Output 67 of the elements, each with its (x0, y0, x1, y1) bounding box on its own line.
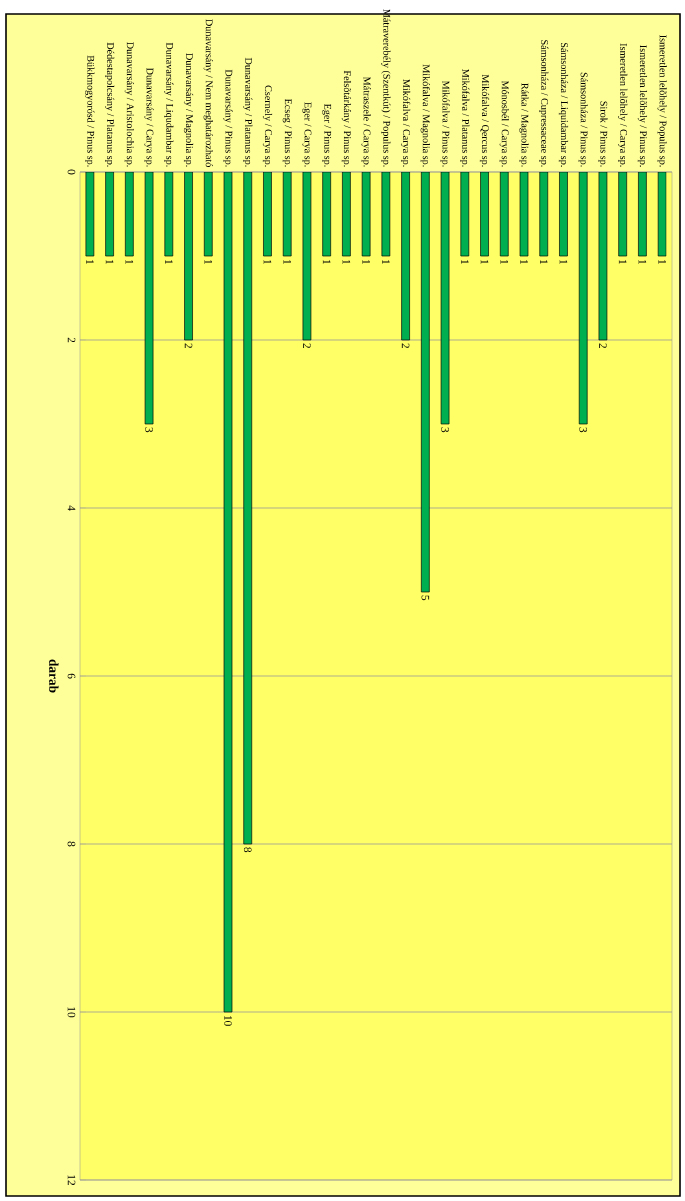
y-tick-label: 2 (67, 337, 76, 343)
data-label: 1 (165, 259, 173, 264)
x-tick-label: Bükkmogyorósd / Pinus sp. (85, 55, 95, 167)
data-label: 1 (283, 259, 291, 264)
data-label: 1 (382, 259, 390, 264)
data-label: 1 (540, 259, 548, 264)
data-label: 1 (500, 259, 509, 264)
x-tick-label: Ecseg / Pinus sp. (282, 98, 292, 167)
y-tick-label: 6 (67, 673, 76, 679)
x-tick-label: Ismeretlen lelõhely / Populus sp. (657, 35, 667, 167)
data-label: 3 (579, 427, 588, 433)
data-label: 2 (401, 343, 410, 348)
data-label: 1 (86, 259, 94, 264)
x-tick-label: Rátka / Magnolia sp. (519, 83, 529, 167)
data-label: 1 (559, 259, 568, 264)
x-tick-label: Mikófalva / Qercus sp. (479, 74, 490, 167)
y-tick-label: 12 (67, 1175, 76, 1186)
x-tick-label: Sámsonháza / Pinus sp. (578, 72, 588, 167)
data-label: 1 (461, 259, 469, 264)
x-tick-label: Mátraszele / Carya sp. (361, 76, 371, 167)
x-tick-label: Eger / Carya sp. (302, 102, 312, 167)
x-tick-label: Ismeretlen lelõhely / Pinus sp. (637, 45, 648, 167)
data-label: 3 (145, 427, 153, 433)
x-tick-label: Sirok / Pinus sp. (598, 101, 608, 167)
data-label: 1 (362, 259, 370, 264)
x-tick-label: Felsõtárkány / Pinus sp. (341, 70, 352, 167)
data-label: 2 (303, 343, 311, 348)
y-tick-label: 8 (67, 841, 76, 847)
y-axis-title: darab (49, 659, 59, 693)
data-label: 1 (480, 259, 489, 264)
x-tick-label: Mikófalva / Platanus sp. (460, 69, 470, 167)
x-tick-label: Sámsonháza / Liquidambar sp. (558, 43, 569, 167)
data-label: 5 (421, 595, 430, 601)
data-label: 1 (204, 259, 213, 264)
data-label: 8 (243, 847, 252, 853)
y-tick-label: 10 (67, 1007, 76, 1018)
x-tick-label: Eger / Pinus sp. (322, 103, 332, 167)
data-label: 1 (322, 259, 331, 264)
data-label: 1 (638, 259, 647, 264)
data-label: 1 (263, 259, 272, 264)
data-label: 1 (125, 259, 134, 264)
y-tick-label: 4 (67, 505, 76, 511)
x-tick-label: Dunavarsány / Pinus sp. (223, 69, 233, 167)
x-tick-label: Dunavarsány / Magnolia sp. (183, 53, 194, 167)
x-tick-label: Mónosbél / Carya sp. (499, 80, 509, 167)
data-label: 1 (342, 259, 351, 264)
data-label: 1 (658, 259, 666, 264)
y-tick-label: 0 (67, 169, 76, 175)
x-tick-label: Ismeretlen lelõhely / Carya sp. (618, 43, 628, 167)
x-tick-label: Mikófalva / Pinus sp. (440, 80, 450, 167)
data-label: 1 (105, 259, 114, 264)
x-tick-label: Sámsonháza / Cupressaceae sp. (539, 40, 549, 167)
x-tick-label: Mikófalva / Magnolia sp. (420, 64, 430, 167)
x-tick-label: Csernely / Carya sp. (262, 85, 273, 167)
data-label: 2 (599, 343, 607, 348)
data-label: 1 (520, 259, 528, 264)
x-tick-label: Mikófalva / Carya sp. (400, 79, 411, 167)
x-tick-label: Dunavarsány / Nem meghatározható (203, 19, 213, 167)
data-label: 10 (224, 1015, 232, 1026)
x-tick-label: Dédestapolcsány / Platanus sp. (104, 42, 115, 167)
data-label: 3 (441, 427, 449, 433)
x-tick-label: Dunavarsány / Liqudambar sp. (164, 42, 174, 167)
data-label: 1 (618, 259, 627, 264)
data-label: 2 (184, 343, 193, 348)
x-tick-label: Dunavarsány / Platanus sp. (243, 57, 253, 167)
x-tick-label: Dunavarsány / Aristolochia sp. (124, 42, 134, 167)
x-tick-label: Dunavarsány / Carya sp. (144, 67, 154, 167)
